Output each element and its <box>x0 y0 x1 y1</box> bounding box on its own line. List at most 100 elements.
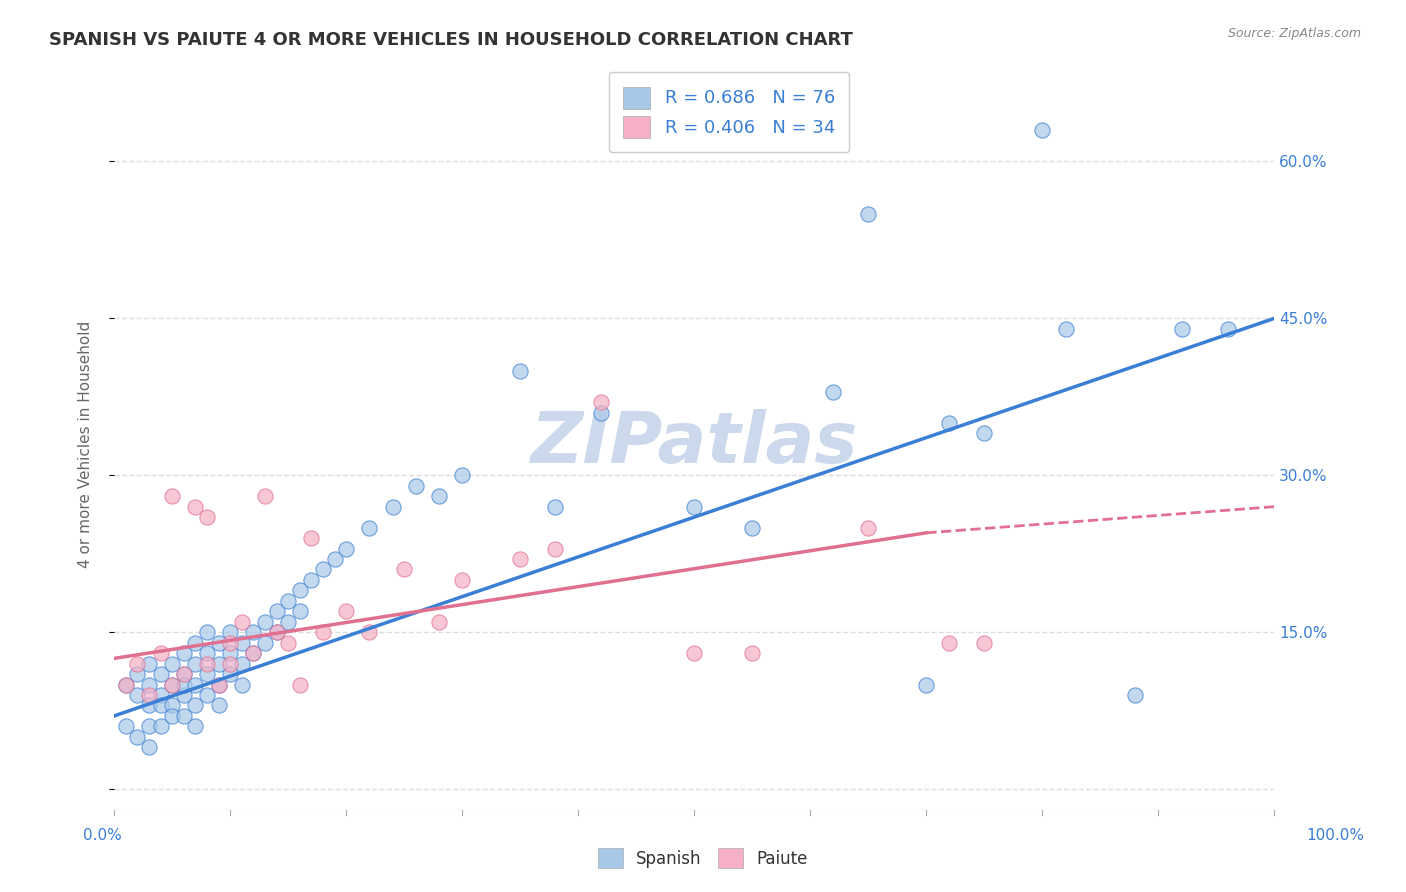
Point <box>160 677 183 691</box>
Point <box>207 677 229 691</box>
Point <box>195 688 218 702</box>
Point <box>242 646 264 660</box>
Point <box>160 677 183 691</box>
Point <box>127 688 149 702</box>
Point <box>544 500 567 514</box>
Point <box>973 426 995 441</box>
Text: 0.0%: 0.0% <box>83 829 122 843</box>
Point <box>219 667 242 681</box>
Point <box>160 489 183 503</box>
Point <box>160 709 183 723</box>
Point <box>1123 688 1146 702</box>
Point <box>312 625 335 640</box>
Point <box>253 489 276 503</box>
Point <box>741 646 763 660</box>
Point <box>207 698 229 713</box>
Point <box>219 625 242 640</box>
Point <box>127 667 149 681</box>
Point <box>231 615 253 629</box>
Point <box>381 500 404 514</box>
Point <box>149 688 172 702</box>
Point <box>1054 322 1077 336</box>
Point <box>160 698 183 713</box>
Point <box>184 677 207 691</box>
Point <box>451 573 474 587</box>
Point <box>207 657 229 671</box>
Point <box>219 646 242 660</box>
Point <box>173 677 195 691</box>
Point <box>451 468 474 483</box>
Point <box>149 646 172 660</box>
Point <box>184 657 207 671</box>
Point <box>114 719 136 733</box>
Point <box>195 510 218 524</box>
Point <box>138 688 160 702</box>
Point <box>242 646 264 660</box>
Point <box>184 500 207 514</box>
Point <box>195 625 218 640</box>
Point <box>938 416 960 430</box>
Point <box>683 500 706 514</box>
Point <box>323 552 346 566</box>
Point <box>149 667 172 681</box>
Point <box>359 625 381 640</box>
Point <box>591 405 613 419</box>
Point <box>288 677 311 691</box>
Point <box>266 625 288 640</box>
Point <box>231 636 253 650</box>
Point <box>253 615 276 629</box>
Point <box>277 615 299 629</box>
Point <box>823 384 845 399</box>
Point <box>219 636 242 650</box>
Point <box>242 625 264 640</box>
Legend: R = 0.686   N = 76, R = 0.406   N = 34: R = 0.686 N = 76, R = 0.406 N = 34 <box>609 72 849 153</box>
Point <box>173 709 195 723</box>
Point <box>184 719 207 733</box>
Point <box>138 677 160 691</box>
Point <box>427 489 450 503</box>
Legend: Spanish, Paiute: Spanish, Paiute <box>589 839 817 877</box>
Point <box>253 636 276 650</box>
Point <box>335 604 357 618</box>
Point <box>277 636 299 650</box>
Point <box>741 520 763 534</box>
Point <box>1170 322 1192 336</box>
Point <box>127 730 149 744</box>
Point <box>219 657 242 671</box>
Point <box>138 719 160 733</box>
Point <box>173 688 195 702</box>
Point <box>184 698 207 713</box>
Point <box>184 636 207 650</box>
Point <box>195 667 218 681</box>
Point <box>149 698 172 713</box>
Text: SPANISH VS PAIUTE 4 OR MORE VEHICLES IN HOUSEHOLD CORRELATION CHART: SPANISH VS PAIUTE 4 OR MORE VEHICLES IN … <box>49 31 853 49</box>
Point <box>195 657 218 671</box>
Point <box>1031 123 1053 137</box>
Point <box>359 520 381 534</box>
Point <box>231 657 253 671</box>
Point <box>858 520 880 534</box>
Point <box>173 646 195 660</box>
Y-axis label: 4 or more Vehicles in Household: 4 or more Vehicles in Household <box>79 320 93 567</box>
Text: 100.0%: 100.0% <box>1306 829 1365 843</box>
Point <box>149 719 172 733</box>
Point <box>312 562 335 576</box>
Point <box>160 657 183 671</box>
Point <box>277 594 299 608</box>
Point <box>207 636 229 650</box>
Point <box>266 625 288 640</box>
Point <box>509 552 531 566</box>
Point <box>138 657 160 671</box>
Point <box>392 562 415 576</box>
Point <box>127 657 149 671</box>
Point <box>938 636 960 650</box>
Point <box>544 541 567 556</box>
Point <box>195 646 218 660</box>
Point <box>591 395 613 409</box>
Point <box>288 604 311 618</box>
Point <box>299 573 322 587</box>
Point <box>915 677 938 691</box>
Point <box>138 698 160 713</box>
Point <box>207 677 229 691</box>
Point <box>335 541 357 556</box>
